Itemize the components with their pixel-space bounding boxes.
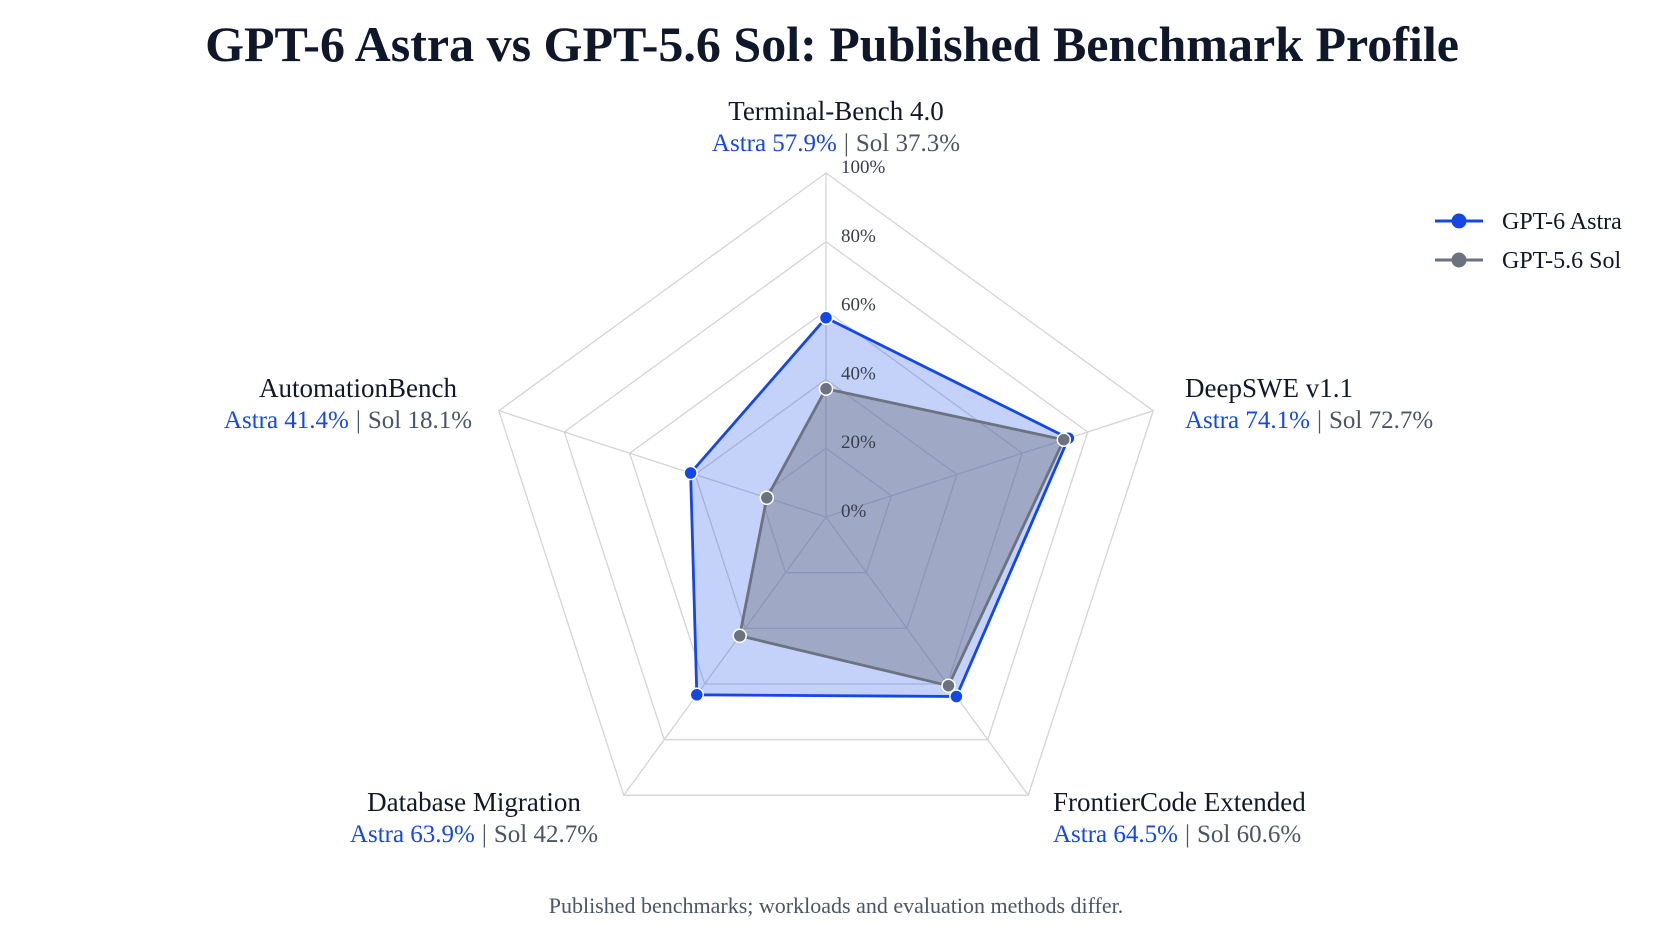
legend: GPT-6 Astra GPT-5.6 Sol [1435, 209, 1622, 274]
value-separator: | [1317, 407, 1322, 434]
sol-value-label: Sol 60.6% [1197, 821, 1301, 848]
axis-name: DeepSWE v1.1 [1185, 373, 1353, 403]
sol-value-label: Sol 37.3% [856, 130, 960, 157]
axis-name: Database Migration [367, 787, 581, 817]
radar-data-points [683, 310, 1076, 704]
axis-label-deepswe-v1-1: DeepSWE v1.1 Astra 74.1% | Sol 72.7% [1185, 373, 1433, 434]
axis-value-summary: Astra 41.4% | Sol 18.1% [224, 407, 472, 434]
data-point-gpt-5-6-sol-frontiercode-extended [941, 678, 956, 693]
grid-ring-60 [628, 309, 1024, 685]
axis-label-terminal-bench-4-0: Terminal-Bench 4.0 Astra 57.9% | Sol 37.3% [712, 96, 960, 157]
value-separator: | [844, 130, 849, 157]
value-separator: | [482, 821, 487, 848]
series-area-gpt-6-astra [689, 316, 1070, 698]
axis-name: AutomationBench [259, 373, 457, 403]
sol-value-label: Sol 72.7% [1329, 407, 1433, 434]
data-point-gpt-5-6-sol-deepswe-v1-1 [1056, 432, 1072, 447]
radar-series-areas [689, 316, 1070, 698]
legend-marker-astra [1451, 213, 1467, 229]
radial-tick-label: 0% [841, 501, 867, 522]
axis-label-automationbench: AutomationBench Astra 41.4% | Sol 18.1% [224, 373, 472, 434]
legend-item-gpt-5-6-sol: GPT-5.6 Sol [1435, 248, 1621, 274]
axis-value-summary: Astra 63.9% | Sol 42.7% [350, 821, 598, 848]
legend-item-gpt-6-astra: GPT-6 Astra [1435, 209, 1622, 235]
axis-value-summary: Astra 74.1% | Sol 72.7% [1185, 407, 1433, 434]
value-separator: | [356, 407, 361, 434]
radar-grid [498, 172, 1154, 796]
data-point-gpt-6-astra-database-migration [689, 687, 705, 703]
chart-footnote: Published benchmarks; workloads and eval… [549, 893, 1124, 918]
radial-tick-label: 80% [841, 226, 876, 247]
axis-name: FrontierCode Extended [1053, 787, 1306, 817]
data-point-gpt-6-astra-frontiercode-extended [949, 689, 964, 704]
data-point-gpt-6-astra-terminal-bench-4-0 [818, 310, 834, 326]
sol-value-label: Sol 18.1% [368, 407, 472, 434]
grid-ring-40 [694, 378, 958, 629]
data-point-gpt-5-6-sol-database-migration [732, 628, 747, 644]
astra-value-label: Astra 64.5% [1053, 821, 1178, 848]
grid-ring-80 [563, 240, 1089, 741]
axis-label-frontiercode-extended: FrontierCode Extended Astra 64.5% | Sol 60.… [1053, 787, 1306, 848]
chart-title: GPT-6 Astra vs GPT-5.6 Sol: Published Be… [205, 16, 1459, 72]
axis-spoke-frontiercode-extended [825, 516, 1029, 796]
radial-tick-label: 20% [841, 432, 876, 453]
legend-label-astra: GPT-6 Astra [1502, 209, 1622, 235]
axis-spoke-database-migration [623, 516, 827, 796]
astra-value-label: Astra 63.9% [350, 821, 475, 848]
legend-label-sol: GPT-5.6 Sol [1502, 248, 1621, 274]
radial-tick-label: 60% [841, 295, 876, 316]
axis-value-summary: Astra 57.9% | Sol 37.3% [712, 130, 960, 157]
axis-label-database-migration: Database Migration Astra 63.9% | Sol 42.7% [350, 787, 598, 848]
data-point-gpt-5-6-sol-automationbench [759, 490, 775, 506]
axis-name: Terminal-Bench 4.0 [728, 96, 944, 126]
series-area-gpt-5-6-sol [738, 387, 1066, 688]
radial-tick-label: 100% [841, 157, 886, 178]
grid-ring-100 [498, 172, 1154, 796]
data-point-gpt-6-astra-automationbench [683, 465, 698, 481]
astra-value-label: Astra 57.9% [712, 130, 837, 157]
astra-value-label: Astra 41.4% [224, 407, 349, 434]
axis-labels: Terminal-Bench 4.0 Astra 57.9% | Sol 37.3% D… [224, 96, 1433, 848]
sol-value-label: Sol 42.7% [494, 821, 598, 848]
value-separator: | [1185, 821, 1190, 848]
data-point-gpt-5-6-sol-terminal-bench-4-0 [818, 381, 834, 396]
axis-spoke-deepswe-v1-1 [825, 410, 1154, 518]
legend-marker-sol [1451, 252, 1467, 268]
axis-value-summary: Astra 64.5% | Sol 60.6% [1053, 821, 1301, 848]
radial-axis-ticks: 0% 20% 40% 60% 80% 100% [841, 157, 886, 522]
astra-value-label: Astra 74.1% [1185, 407, 1310, 434]
radial-tick-label: 40% [841, 363, 876, 384]
